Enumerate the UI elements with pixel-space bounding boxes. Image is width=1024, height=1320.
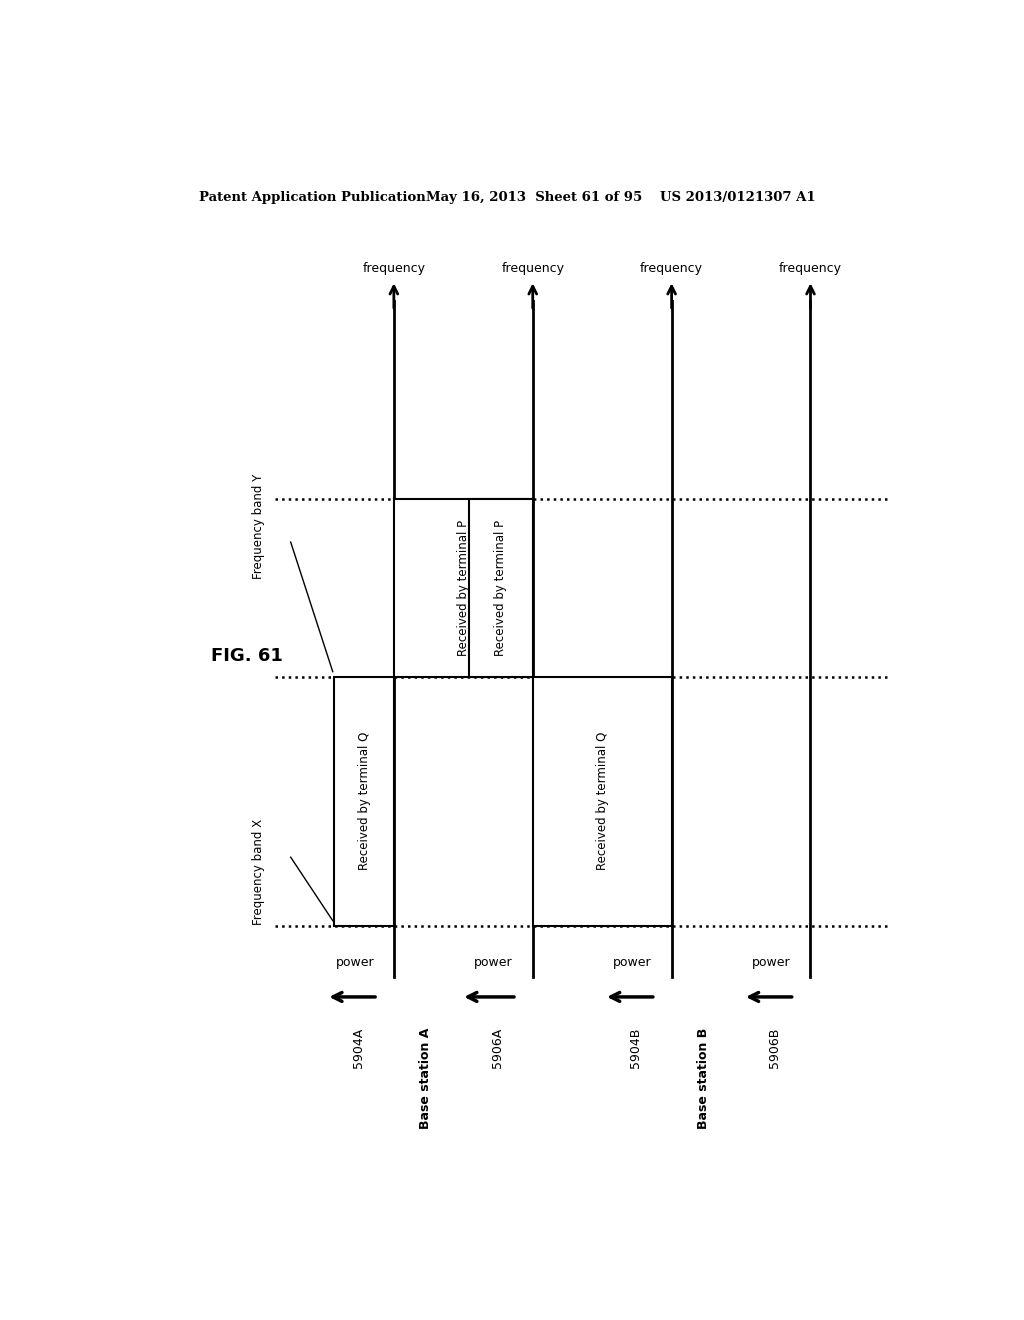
- Text: Base station A: Base station A: [419, 1027, 432, 1129]
- Text: frequency: frequency: [362, 263, 425, 276]
- Text: frequency: frequency: [640, 263, 703, 276]
- Text: power: power: [336, 957, 374, 969]
- Text: 5904A: 5904A: [351, 1027, 365, 1068]
- Text: May 16, 2013  Sheet 61 of 95: May 16, 2013 Sheet 61 of 95: [426, 190, 642, 203]
- Text: US 2013/0121307 A1: US 2013/0121307 A1: [659, 190, 815, 203]
- Text: power: power: [474, 957, 513, 969]
- Text: 5906B: 5906B: [768, 1027, 781, 1068]
- Text: 5906A: 5906A: [490, 1027, 504, 1068]
- Text: Frequency band Y: Frequency band Y: [253, 474, 265, 579]
- Text: frequency: frequency: [779, 263, 842, 276]
- Text: power: power: [752, 957, 791, 969]
- Text: Received by terminal P: Received by terminal P: [457, 520, 470, 656]
- Text: Base station B: Base station B: [697, 1027, 710, 1129]
- Text: Patent Application Publication: Patent Application Publication: [200, 190, 426, 203]
- Text: frequency: frequency: [501, 263, 564, 276]
- Text: Frequency band X: Frequency band X: [253, 820, 265, 925]
- Text: Received by terminal P: Received by terminal P: [495, 520, 508, 656]
- Text: Received by terminal Q: Received by terminal Q: [357, 733, 371, 870]
- Bar: [394, 499, 532, 677]
- Text: Received by terminal Q: Received by terminal Q: [596, 733, 608, 870]
- Text: power: power: [613, 957, 652, 969]
- Bar: [532, 677, 672, 925]
- Text: FIG. 61: FIG. 61: [211, 647, 284, 665]
- Text: 5904B: 5904B: [630, 1027, 642, 1068]
- Bar: [334, 677, 394, 925]
- Bar: [469, 499, 532, 677]
